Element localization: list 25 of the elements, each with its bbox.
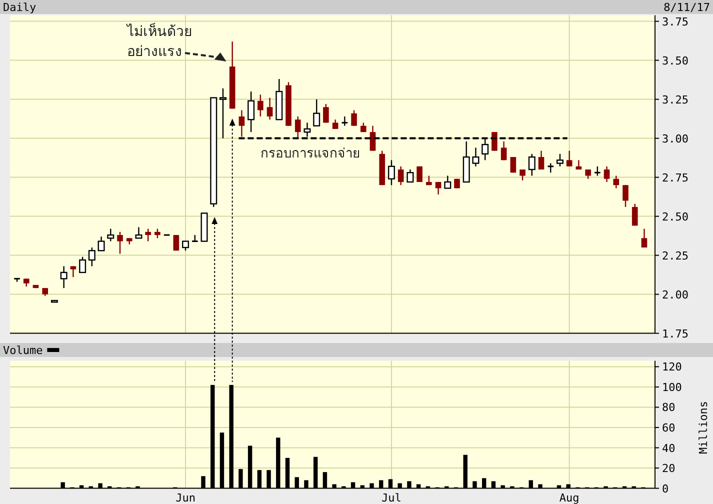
y-tick-label: 2.50 xyxy=(662,210,688,224)
x-tick-label: Aug xyxy=(559,491,580,504)
y-tick-label: 60 xyxy=(662,422,676,434)
y-axis-title: Millions xyxy=(697,401,710,454)
chart-title: Daily xyxy=(3,1,36,14)
x-tick-label: Jun xyxy=(176,491,196,504)
x-tick-label: Jul xyxy=(382,491,402,504)
y-tick-label: 3.25 xyxy=(662,93,688,106)
ref-line-label: กรอบการแจกจ่าย xyxy=(260,146,360,162)
text: 8/11/17 xyxy=(664,1,710,14)
y-tick-label: 100 xyxy=(662,380,682,394)
y-tick-label: 2.00 xyxy=(662,288,688,302)
annotation: ไม่เห็นด้วย อย่างแรง xyxy=(126,22,192,60)
y-tick-label: 3.50 xyxy=(662,54,688,68)
y-tick-label: 3.00 xyxy=(662,132,688,146)
y-tick-label: 1.75 xyxy=(662,327,688,340)
y-tick-label: 20 xyxy=(662,462,676,476)
y-tick-label: 0 xyxy=(662,482,669,496)
y-tick-label: 2.25 xyxy=(662,249,688,262)
y-tick-label: 2.75 xyxy=(662,171,688,184)
y-tick-label: 120 xyxy=(662,360,682,374)
y-tick-label: 80 xyxy=(662,401,676,414)
y-tick-label: 3.75 xyxy=(662,15,688,28)
y-tick-label: 40 xyxy=(662,442,676,455)
legend-label: Volume xyxy=(3,344,43,357)
